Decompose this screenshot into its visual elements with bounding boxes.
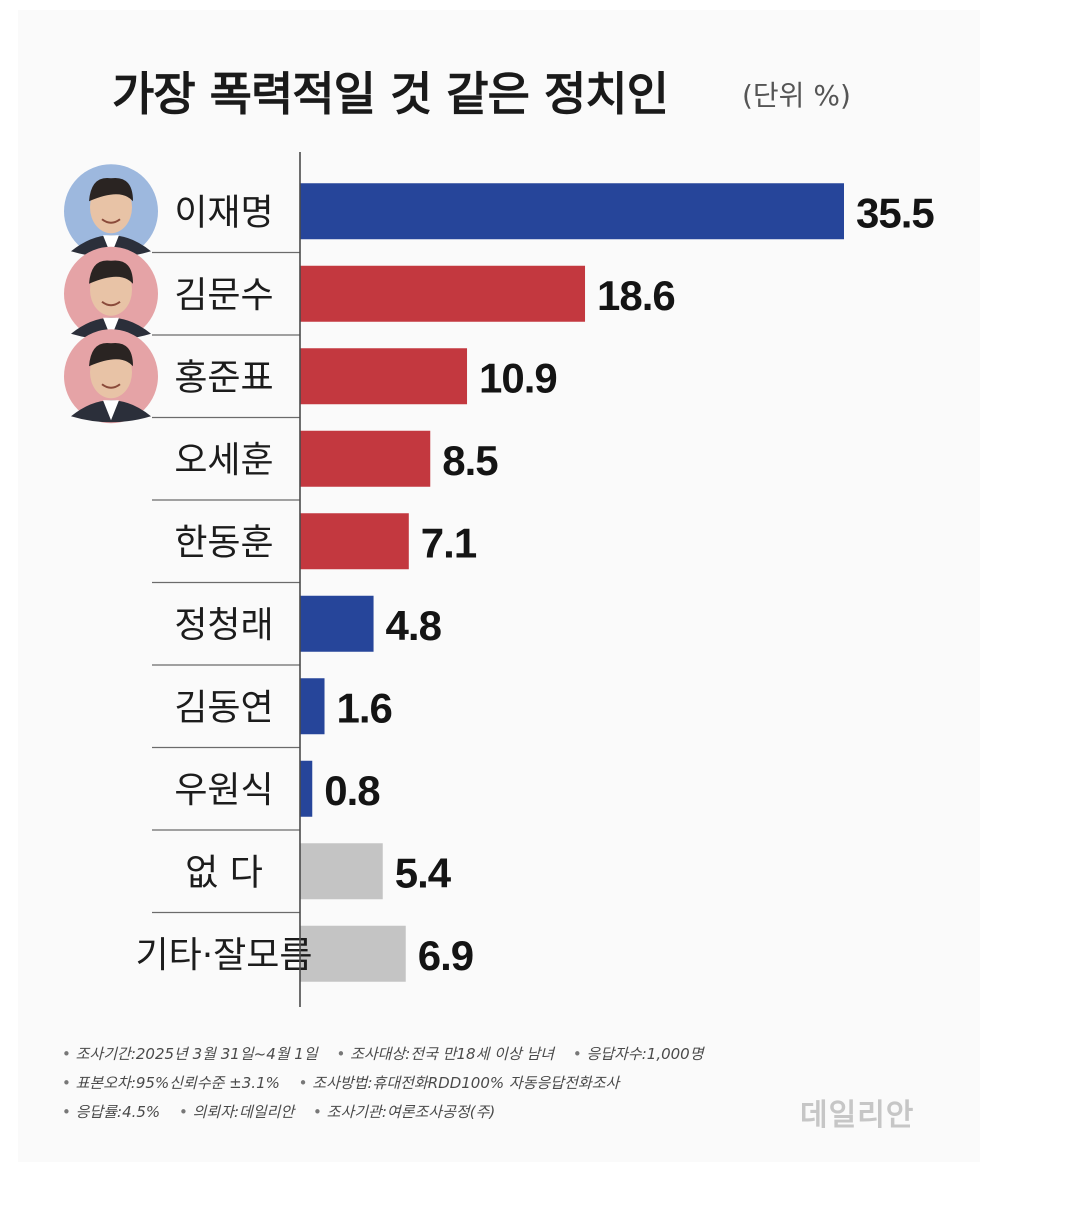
notes-line-1: 조사기간:2025년 3월 31일~4월 1일 조사대상:전국 만18세 이상 …	[62, 1040, 718, 1069]
avatar-smile	[101, 218, 121, 224]
avatar-hair	[89, 177, 133, 202]
bar	[300, 430, 431, 487]
avatar-hair	[89, 260, 133, 284]
category-label: 오세훈	[174, 440, 273, 481]
value-label: 0.8	[324, 767, 380, 814]
category-label: 김동연	[174, 687, 273, 728]
avatar-shirt	[103, 400, 119, 421]
note-survey-target: 조사대상:전국 만18세 이상 남녀	[336, 1045, 554, 1063]
avatar-hair	[89, 342, 133, 367]
avatar-shirt	[103, 235, 119, 256]
value-label: 1.6	[337, 684, 392, 731]
notes-line-2: 표본오차:95%신뢰수준 ±3.1% 조사방법:휴대전화RDD100% 자동응답…	[62, 1069, 718, 1098]
value-label: 18.6	[597, 272, 675, 319]
avatar-smile	[101, 383, 121, 389]
note-sampling-error: 표본오차:95%신뢰수준 ±3.1%	[62, 1074, 280, 1092]
value-label: 6.9	[418, 932, 473, 979]
bar	[300, 843, 383, 900]
avatar-shirt	[103, 317, 119, 338]
value-label: 5.4	[395, 849, 452, 896]
bar	[300, 513, 409, 570]
category-label: 기타·잘모름	[135, 935, 312, 976]
source-logo: 데일리안	[800, 1098, 915, 1133]
bar	[300, 595, 374, 652]
bar	[300, 265, 586, 322]
value-label: 4.8	[386, 602, 442, 649]
bar	[300, 678, 325, 735]
category-label: 홍준표	[174, 357, 273, 398]
avatar	[64, 329, 158, 424]
note-response-rate: 응답률:4.5%	[62, 1103, 160, 1121]
category-label: 김문수	[174, 275, 273, 316]
chart-title: 가장 폭력적일 것 같은 정치인	[112, 67, 669, 121]
category-label: 이재명	[174, 192, 273, 233]
bar	[300, 183, 844, 240]
value-label: 7.1	[421, 519, 477, 566]
bar	[300, 925, 406, 982]
unit-label: (단위 %)	[742, 79, 851, 112]
category-label: 없 다	[185, 852, 263, 893]
value-label: 10.9	[479, 354, 557, 401]
note-agency: 조사기관:여론조사공정(주)	[313, 1103, 495, 1121]
bar	[300, 348, 468, 405]
value-label: 35.5	[856, 189, 934, 236]
avatar-smile	[101, 300, 121, 307]
note-survey-period: 조사기간:2025년 3월 31일~4월 1일	[62, 1045, 318, 1063]
avatar	[64, 164, 158, 259]
category-label: 한동훈	[174, 522, 273, 563]
notes-line-3: 응답률:4.5% 의뢰자:데일리안 조사기관:여론조사공정(주)	[62, 1098, 718, 1127]
avatar	[64, 246, 158, 341]
bar	[300, 760, 313, 817]
category-label: 우원식	[174, 770, 273, 811]
note-respondents: 응답자수:1,000명	[573, 1045, 704, 1063]
survey-notes: 조사기간:2025년 3월 31일~4월 1일 조사대상:전국 만18세 이상 …	[62, 1040, 718, 1127]
note-survey-method: 조사방법:휴대전화RDD100% 자동응답전화조사	[299, 1074, 620, 1092]
value-label: 8.5	[442, 437, 498, 484]
note-client: 의뢰자:데일리안	[179, 1103, 294, 1121]
category-label: 정청래	[174, 605, 273, 646]
